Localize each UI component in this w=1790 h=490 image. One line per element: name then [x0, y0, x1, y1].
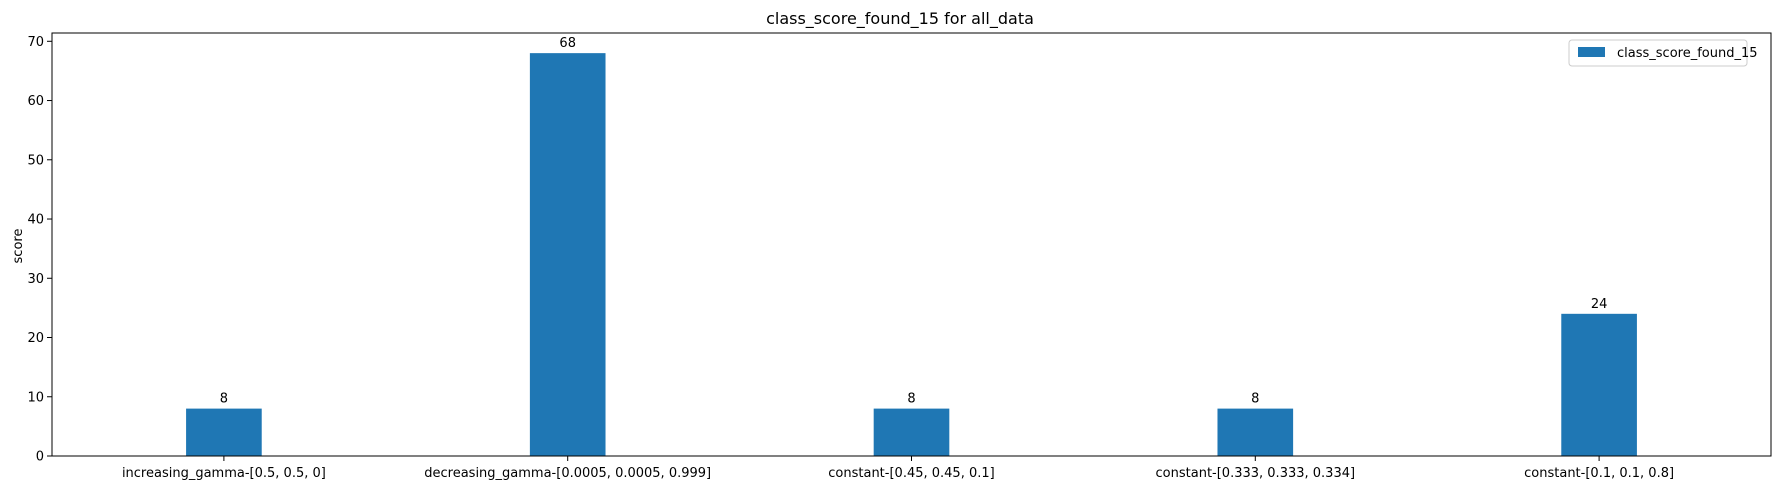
x-tick-label: constant-[0.45, 0.45, 0.1]	[828, 466, 994, 481]
y-axis-label: score	[11, 229, 26, 264]
data-label: 68	[559, 36, 576, 51]
legend-swatch	[1578, 47, 1605, 57]
y-tick-label: 20	[27, 331, 44, 346]
x-tick-label: constant-[0.333, 0.333, 0.334]	[1156, 466, 1356, 481]
bar	[873, 408, 950, 456]
legend-label: class_score_found_15	[1617, 46, 1758, 61]
y-tick-label: 30	[27, 272, 44, 287]
data-label: 8	[1251, 392, 1259, 407]
y-tick-label: 60	[27, 94, 44, 109]
data-label: 8	[220, 392, 228, 407]
legend: class_score_found_15	[1568, 39, 1758, 67]
axes-frame	[51, 32, 1772, 457]
y-tick-label: 40	[27, 213, 44, 228]
x-tick-label: constant-[0.1, 0.1, 0.8]	[1524, 466, 1674, 481]
plot-area: 8 increasing_gamma-[0.5, 0.5, 0] 68 decreas…	[27, 32, 1772, 481]
bar	[1217, 408, 1294, 456]
y-tick-label: 0	[36, 450, 44, 465]
y-tick-label: 70	[27, 35, 44, 50]
x-tick-label: decreasing_gamma-[0.0005, 0.0005, 0.999]	[424, 466, 711, 481]
y-tick-label: 10	[27, 390, 44, 405]
bar	[186, 408, 262, 456]
y-tick-label: 50	[27, 153, 44, 168]
bar	[529, 53, 606, 457]
data-label: 8	[907, 392, 915, 407]
data-label: 24	[1591, 297, 1608, 312]
chart-title: class_score_found_15 for all_data	[766, 9, 1034, 29]
x-tick-label: increasing_gamma-[0.5, 0.5, 0]	[122, 466, 326, 481]
legend-frame	[1568, 39, 1748, 67]
bar	[1561, 313, 1637, 456]
